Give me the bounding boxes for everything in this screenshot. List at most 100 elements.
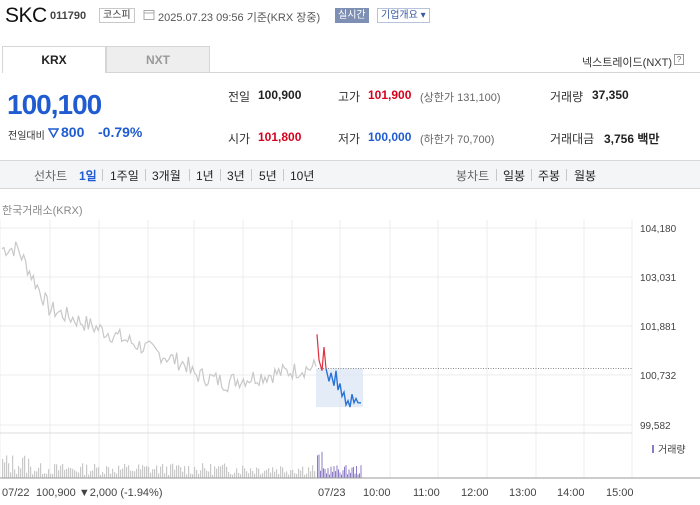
period-10y[interactable]: 10년 (290, 169, 315, 183)
volume-bar (360, 465, 362, 478)
low-value: 100,000 (368, 130, 412, 144)
volume-bar (140, 469, 142, 478)
separator (283, 169, 284, 181)
volume-bar (324, 468, 326, 478)
period-3m[interactable]: 3개월 (152, 169, 181, 183)
volume-bar (300, 470, 302, 478)
period-3y[interactable]: 3년 (227, 169, 245, 183)
period-1y[interactable]: 1년 (196, 169, 214, 183)
volume-bar (100, 474, 102, 478)
prev-close-value: 100,900 (258, 88, 302, 102)
time-tick-label: 10:00 (363, 487, 391, 499)
today-up-tick-line (316, 334, 327, 371)
volume-bar (114, 472, 116, 478)
volume-bar (10, 472, 12, 478)
volume-bar (74, 470, 76, 478)
period-5y[interactable]: 5년 (259, 169, 277, 183)
volume-bar (357, 474, 359, 478)
volume-bar (154, 469, 156, 478)
volume-bar (26, 472, 28, 478)
volume-bar (240, 474, 242, 478)
today-range-band (316, 368, 363, 408)
volume-bar (304, 474, 306, 478)
volume-bar (34, 471, 36, 478)
realtime-badge[interactable]: 실시간 (335, 8, 369, 23)
volume-bar (345, 465, 347, 478)
candle-monthly[interactable]: 월봉 (574, 169, 597, 183)
volume-bar (216, 468, 218, 478)
volume-bar (238, 472, 240, 478)
volume-bar (142, 465, 144, 478)
volume-bar (138, 464, 140, 478)
period-1d[interactable]: 1일 (79, 169, 97, 183)
candle-chart-label: 봉차트 (456, 169, 490, 183)
volume-bar (348, 469, 350, 478)
candle-weekly[interactable]: 주봉 (538, 169, 561, 183)
high-label: 고가 (338, 90, 361, 104)
volume-bar (226, 466, 228, 478)
volume-bar (20, 468, 22, 478)
volume-bar (260, 474, 262, 478)
volume-bar (359, 473, 360, 478)
volume-bar (152, 469, 154, 478)
volume-bar (50, 473, 52, 478)
volume-bar (72, 468, 74, 478)
tab-nxt[interactable]: NXT (106, 46, 210, 73)
volume-bar (268, 468, 270, 478)
period-1w[interactable]: 1주일 (110, 169, 139, 183)
open-label: 시가 (228, 132, 251, 146)
volume-bar (318, 454, 320, 478)
volume-bar (323, 468, 324, 478)
time-axis-labels: 10:00 11:00 12:00 13:00 14:00 15:00 (363, 487, 634, 499)
volume-bar (353, 466, 354, 478)
volume-bar (184, 466, 186, 478)
volume-bar (158, 473, 160, 478)
volume-bar (70, 468, 72, 478)
volume-bar (296, 473, 298, 478)
down-triangle-icon (48, 128, 59, 138)
volume-bar (347, 474, 348, 478)
volume-bar (284, 472, 286, 478)
candle-daily[interactable]: 일봉 (503, 169, 526, 183)
chart-grid (0, 220, 633, 478)
volume-bar (42, 473, 44, 478)
stock-code: 011790 (50, 10, 87, 22)
volume-bar (220, 466, 222, 478)
help-icon[interactable]: ? (674, 54, 684, 65)
volume-bar (6, 455, 8, 478)
volume-bar (160, 466, 162, 478)
volume-bar (317, 455, 318, 478)
volume-bar (54, 464, 56, 478)
price-chart[interactable]: 104,180 103,031 101,881 100,732 99,582 거래량 0… (0, 220, 700, 505)
prev-close-label: 전일 (228, 90, 251, 104)
volume-bar (78, 472, 80, 478)
time-tick-label: 12:00 (461, 487, 489, 499)
volume-bar (8, 463, 10, 478)
time-tick-label: 13:00 (509, 487, 537, 499)
volume-bar (278, 473, 280, 478)
volume-bar (120, 469, 122, 478)
period-bar (0, 160, 700, 189)
prev-date-label: 07/22 (2, 487, 30, 499)
volume-bar (12, 455, 14, 478)
volume-value: 37,350 (592, 88, 629, 102)
volume-bar (86, 464, 88, 478)
volume-bar (88, 474, 90, 478)
amount-label: 거래대금 (550, 132, 595, 146)
separator (251, 169, 252, 181)
company-info-button[interactable]: 기업개요 ▾ (377, 8, 430, 23)
separator (102, 169, 103, 181)
volume-bar (232, 474, 234, 478)
volume-bar (330, 466, 332, 478)
volume-bar (66, 468, 68, 478)
prev-change-rate: (-1.94%) (120, 487, 162, 499)
volume-bar (333, 466, 335, 478)
volume-bar (341, 474, 342, 478)
volume-bar (244, 468, 246, 478)
current-price: 100,100 (7, 89, 102, 120)
nxt-link[interactable]: 넥스트레이드(NXT) (581, 57, 672, 69)
tab-krx[interactable]: KRX (2, 46, 106, 73)
volume-bar (320, 470, 321, 478)
volume-bar (236, 468, 238, 478)
y-tick-label: 101,881 (640, 322, 677, 333)
